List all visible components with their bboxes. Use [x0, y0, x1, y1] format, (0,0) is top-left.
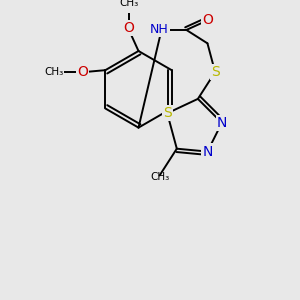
Text: N: N	[202, 145, 213, 159]
Text: O: O	[77, 65, 88, 79]
Text: O: O	[202, 14, 213, 27]
Text: S: S	[163, 106, 172, 120]
Text: CH₃: CH₃	[119, 0, 139, 8]
Text: CH₃: CH₃	[44, 67, 63, 77]
Text: N: N	[217, 116, 227, 130]
Text: NH: NH	[150, 23, 169, 36]
Text: CH₃: CH₃	[150, 172, 169, 182]
Text: O: O	[124, 21, 134, 35]
Text: S: S	[211, 65, 220, 79]
